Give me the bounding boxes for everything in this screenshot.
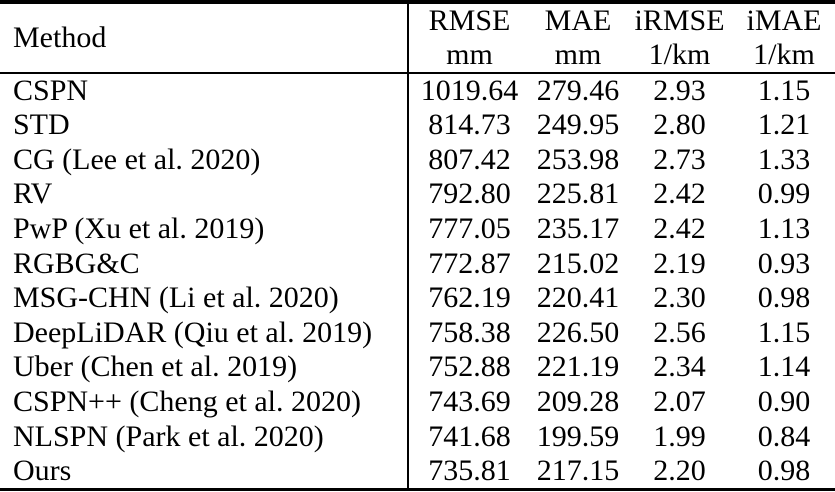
table-row: Ours 735.81 217.15 2.20 0.98 [0,453,835,490]
irmse-cell: 2.34 [653,350,706,384]
mae-cell: 199.59 [536,419,620,453]
table-header: Method RMSE MAE iRMSE iMAE mm mm 1/km 1/… [0,2,835,73]
method-cell: NLSPN (Park et al. 2020) [0,419,409,454]
irmse-cell: 2.80 [653,108,706,142]
imae-cell: 0.98 [757,453,811,487]
mae-cell: 235.17 [536,212,620,246]
method-cell: STD [0,108,409,143]
method-cell: RGBG&C [0,246,409,281]
column-unit-rmse: mm [446,38,493,71]
column-unit-irmse: 1/km [648,38,711,71]
rmse-cell: 807.42 [428,142,511,176]
table-row: Uber (Chen et al. 2019) 752.88 221.19 2.… [0,350,835,385]
rmse-cell: 752.88 [428,350,511,384]
mae-cell: 220.41 [536,281,620,315]
table-row: CSPN++ (Cheng et al. 2020) 743.69 209.28… [0,384,835,420]
rmse-cell: 777.05 [428,212,511,246]
irmse-cell: 2.42 [653,177,706,211]
irmse-cell: 2.19 [653,246,706,280]
mae-cell: 226.50 [536,315,620,349]
mae-cell: 217.15 [536,453,620,487]
irmse-cell: 2.20 [653,453,706,487]
rmse-cell: 741.68 [428,419,511,453]
imae-cell: 0.98 [757,281,811,315]
mae-cell: 279.46 [536,74,620,107]
table-row: MSG-CHN (Li et al. 2020) 762.19 220.41 2… [0,280,835,316]
mae-cell: 249.95 [536,108,620,142]
table-row: STD 814.73 249.95 2.80 1.21 [0,108,835,143]
mae-cell: 253.98 [536,142,620,176]
irmse-cell: 2.07 [653,385,706,419]
column-unit-mae: mm [554,38,602,71]
method-cell: MSG-CHN (Li et al. 2020) [0,280,409,316]
mae-cell: 215.02 [536,246,620,280]
imae-cell: 0.90 [757,385,811,419]
method-cell: CSPN [0,73,409,108]
irmse-cell: 1.99 [653,419,706,453]
rmse-cell: 814.73 [428,108,511,142]
irmse-cell: 2.56 [653,315,706,349]
table-row: RGBG&C 772.87 215.02 2.19 0.93 [0,246,835,281]
imae-cell: 0.84 [757,419,811,453]
rmse-cell: 735.81 [428,453,511,487]
imae-cell: 1.33 [757,142,811,176]
imae-cell: 1.15 [757,315,811,349]
mae-cell: 221.19 [536,350,620,384]
table-row: CSPN 1019.64 279.46 2.93 1.15 [0,73,835,108]
table-row: RV 792.80 225.81 2.42 0.99 [0,177,835,212]
rmse-cell: 1019.64 [420,74,519,107]
imae-cell: 1.14 [757,350,811,384]
method-cell: Uber (Chen et al. 2019) [0,350,409,385]
rmse-cell: 762.19 [428,281,511,315]
mae-cell: 225.81 [536,177,620,211]
column-header-mae: MAE [544,4,612,37]
imae-cell: 1.13 [757,212,811,246]
table-row: DeepLiDAR (Qiu et al. 2019) 758.38 226.5… [0,315,835,351]
column-header-irmse: iRMSE [634,4,725,37]
mae-cell: 209.28 [536,385,620,419]
imae-cell: 1.15 [757,74,811,107]
method-cell: DeepLiDAR (Qiu et al. 2019) [0,315,409,351]
rmse-cell: 758.38 [428,315,511,349]
rmse-cell: 743.69 [428,385,511,419]
table-row: CG (Lee et al. 2020) 807.42 253.98 2.73 … [0,142,835,178]
irmse-cell: 2.73 [653,142,706,176]
column-header-imae: iMAE [746,4,822,37]
column-unit-imae: 1/km [753,38,815,71]
imae-cell: 1.21 [757,108,811,142]
table-row: NLSPN (Park et al. 2020) 741.68 199.59 1… [0,419,835,454]
method-cell: CSPN++ (Cheng et al. 2020) [0,384,409,420]
rmse-cell: 772.87 [428,246,511,280]
method-cell: CG (Lee et al. 2020) [0,142,409,178]
imae-cell: 0.99 [757,177,811,211]
rmse-cell: 792.80 [428,177,511,211]
irmse-cell: 2.42 [653,212,706,246]
method-cell: Ours [0,453,409,490]
irmse-cell: 2.30 [653,281,706,315]
table-row: PwP (Xu et al. 2019) 777.05 235.17 2.42 … [0,211,835,247]
imae-cell: 0.93 [757,246,811,280]
irmse-cell: 2.93 [653,74,706,107]
method-cell: PwP (Xu et al. 2019) [0,211,409,247]
column-header-rmse: RMSE [428,4,511,37]
column-header-method: Method [0,2,409,73]
method-cell: RV [0,177,409,212]
table-body: CSPN 1019.64 279.46 2.93 1.15 STD 814.73… [0,73,835,490]
